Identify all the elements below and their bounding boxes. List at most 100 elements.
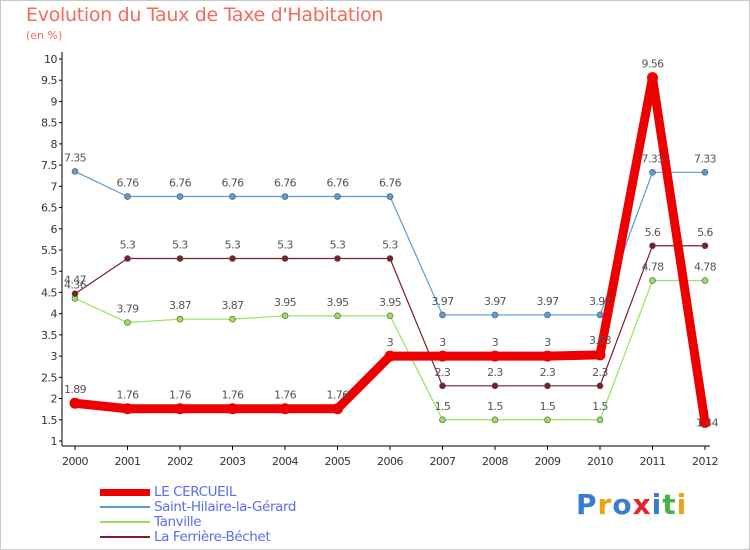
legend-label-le-cercueil: LE CERCUEIL: [154, 484, 236, 500]
y-tick-label: 2: [51, 393, 58, 406]
data-point: [229, 255, 236, 262]
data-label: 3: [544, 336, 551, 349]
data-point: [649, 242, 656, 250]
y-tick-label: 9.5: [41, 74, 57, 87]
x-tick-label: 2000: [62, 455, 88, 468]
data-point: [176, 193, 184, 200]
data-label: 6.76: [116, 177, 139, 190]
data-label: 1.76: [326, 389, 349, 402]
data-point: [332, 403, 343, 415]
data-label: 5.3: [382, 238, 398, 251]
x-tick-label: 2004: [272, 455, 298, 468]
data-label: 3.95: [274, 296, 297, 309]
data-label: 6.76: [169, 177, 192, 190]
data-point: [649, 277, 656, 284]
y-tick-label: 8: [51, 138, 58, 151]
data-label: 6.76: [326, 177, 349, 190]
data-label: 9.56: [641, 58, 664, 71]
x-tick-label: 2006: [377, 455, 403, 468]
data-label: 7.33: [641, 152, 664, 165]
data-label: 4.47: [64, 274, 87, 287]
legend-swatch-la-ferriere-bechet: [100, 536, 150, 538]
y-tick-label: 7: [51, 180, 58, 193]
logo-letter: r: [597, 488, 613, 521]
data-point: [439, 311, 446, 319]
data-point: [174, 403, 186, 415]
data-label: 3.87: [169, 299, 192, 312]
y-tick-label: 10: [44, 53, 57, 66]
proxiti-logo: Proxiti: [576, 488, 687, 521]
data-label: 6.76: [274, 177, 297, 190]
legend-item-la-ferriere-bechet[interactable]: La Ferrière-Béchet: [100, 529, 400, 545]
data-label: 3: [387, 336, 394, 349]
data-point: [227, 403, 238, 415]
data-label: 2.3: [592, 366, 608, 379]
data-label: 7.33: [694, 152, 717, 165]
data-point: [124, 255, 131, 262]
data-label: 3.95: [379, 296, 402, 309]
data-label: 1.5: [435, 400, 451, 413]
data-point: [122, 403, 133, 415]
legend-label-tanville: Tanville: [154, 514, 202, 530]
chart-title: Evolution du Taux de Taxe d'Habitation: [26, 4, 384, 26]
legend-item-le-cercueil[interactable]: LE CERCUEIL: [100, 484, 400, 500]
data-label: 3.87: [221, 299, 244, 312]
y-tick-label: 3.5: [41, 329, 57, 342]
data-label: 1.5: [592, 400, 608, 413]
data-label: 1.89: [64, 383, 87, 396]
y-tick-label: 8.5: [41, 117, 57, 130]
data-label: 5.6: [645, 226, 661, 239]
legend-swatch-le-cercueil: [100, 489, 150, 496]
data-point: [544, 311, 551, 319]
logo-letter: P: [576, 488, 598, 521]
data-point: [386, 193, 394, 200]
data-label: 5.3: [172, 238, 188, 251]
data-label: 3.03: [589, 334, 612, 347]
x-tick-label: 2012: [692, 455, 718, 468]
data-point: [334, 193, 341, 200]
logo-letter: o: [612, 488, 633, 521]
data-point: [701, 242, 709, 250]
data-point: [71, 290, 79, 298]
data-point: [124, 193, 131, 200]
data-point: [489, 350, 501, 362]
data-label: 7.35: [64, 151, 87, 164]
y-tick-label: 4.5: [41, 286, 57, 299]
data-label: 1.76: [169, 389, 192, 402]
data-label: 3: [439, 336, 446, 349]
y-tick-label: 9: [51, 95, 58, 108]
legend-item-saint-hilaire[interactable]: Saint-Hilaire-la-Gérard: [100, 499, 400, 515]
legend-swatch-tanville: [100, 521, 150, 523]
data-point: [596, 416, 604, 424]
data-point: [544, 382, 551, 390]
data-point: [491, 311, 499, 319]
data-label: 1.76: [221, 389, 244, 402]
data-label: 2.3: [540, 366, 556, 379]
data-point: [386, 255, 394, 262]
data-point: [229, 315, 236, 323]
x-tick-label: 2011: [640, 455, 666, 468]
x-tick-label: 2010: [587, 455, 613, 468]
data-point: [491, 382, 499, 390]
data-label: 3.95: [326, 296, 349, 309]
data-label: 6.76: [221, 177, 244, 190]
x-tick-label: 2002: [167, 455, 193, 468]
data-label: 2.3: [435, 366, 451, 379]
y-tick-label: 6: [51, 223, 58, 236]
data-label: 1.44: [696, 416, 719, 429]
logo-letter: t: [662, 488, 677, 521]
data-point: [544, 416, 551, 424]
y-tick-label: 1.5: [41, 414, 57, 427]
data-label: 1.76: [116, 389, 139, 402]
data-point: [281, 193, 289, 200]
y-tick-label: 1: [51, 435, 58, 448]
y-tick-label: 5: [51, 265, 58, 278]
x-tick-label: 2005: [325, 455, 351, 468]
legend-item-tanville[interactable]: Tanville: [100, 514, 400, 530]
data-label: 5.3: [330, 238, 346, 251]
data-label: 3: [492, 336, 499, 349]
data-point: [439, 382, 446, 390]
data-point: [386, 312, 394, 320]
data-label: 3.97: [536, 295, 559, 308]
y-tick-label: 4: [51, 308, 58, 321]
